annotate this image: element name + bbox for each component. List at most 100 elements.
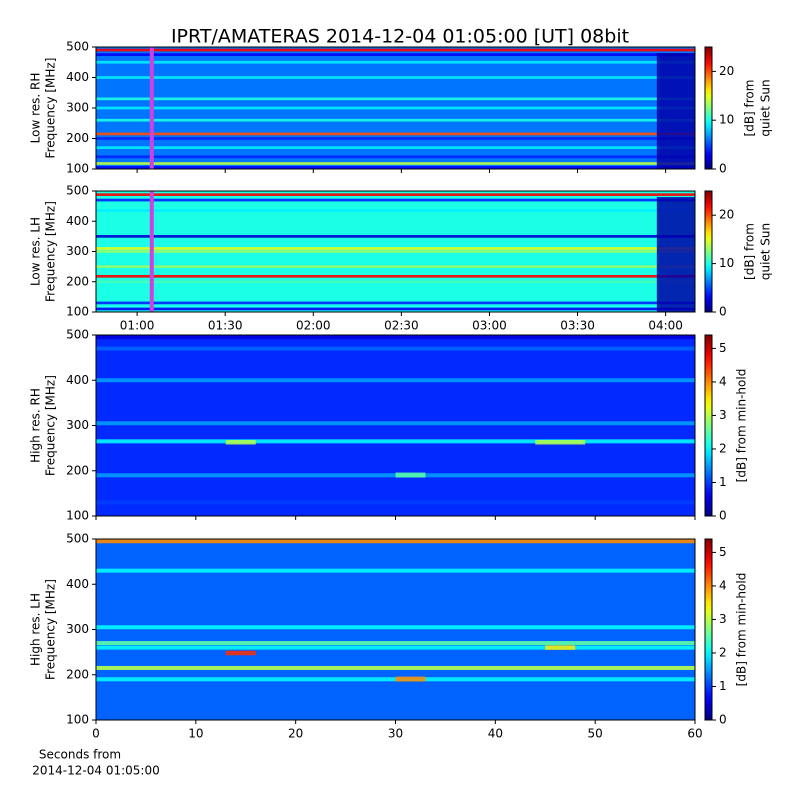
heatmap-band xyxy=(96,97,695,101)
y-axis-label: Low res. RH xyxy=(29,73,43,144)
colorbar-tick-label: 2 xyxy=(719,441,727,455)
heatmap-band xyxy=(96,250,695,253)
heatmap-band xyxy=(96,76,695,79)
heatmap-band xyxy=(96,155,695,159)
heatmap-background xyxy=(96,539,695,720)
colorbar-tick-label: 0 xyxy=(719,509,727,523)
colorbar-label: [dB] from min-hold xyxy=(735,369,749,483)
x-tick-label: 04:00 xyxy=(648,319,683,333)
y-tick-label: 200 xyxy=(66,463,89,477)
y-tick-label: 200 xyxy=(66,131,89,145)
colorbar-tick-label: 0 xyxy=(719,162,727,176)
x-tick-label: 02:00 xyxy=(296,319,331,333)
y-tick-label: 400 xyxy=(66,577,89,591)
heatmap-band xyxy=(96,500,695,505)
heatmap-band xyxy=(96,665,695,670)
heatmap-band xyxy=(96,421,695,426)
figure-title: IPRT/AMATERAS 2014-12-04 01:05:00 [UT] 0… xyxy=(171,26,629,48)
x-tick-label: 20 xyxy=(288,727,303,741)
colorbar-tick-label: 2 xyxy=(719,645,727,659)
heatmap-band xyxy=(96,274,695,278)
y-tick-label: 100 xyxy=(66,162,89,176)
y-tick-label: 500 xyxy=(66,328,89,342)
colorbar-tick-label: 20 xyxy=(719,208,734,222)
colorbar-label: [dB] from xyxy=(743,223,757,280)
heatmap-band xyxy=(96,193,695,196)
y-tick-label: 300 xyxy=(66,244,89,258)
heatmap-band xyxy=(96,335,695,340)
y-axis-label: Frequency [MHz] xyxy=(44,58,58,159)
y-axis-label: High res. LH xyxy=(29,593,43,666)
heatmap-band xyxy=(96,132,695,136)
y-tick-label: 200 xyxy=(66,274,89,288)
x-axis-label: 2014-12-04 01:05:00 xyxy=(32,764,159,778)
colorbar-tick-label: 0 xyxy=(719,305,727,319)
panel: 100 200 300 400 500 High res. RH Frequency [MH… xyxy=(29,328,749,523)
heatmap-band xyxy=(96,378,695,383)
heatmap-patch xyxy=(656,197,695,312)
y-axis-label: High res. RH xyxy=(29,388,43,463)
colorbar-tick-label: 20 xyxy=(719,64,734,78)
y-tick-label: 400 xyxy=(66,373,89,387)
heatmap-band xyxy=(96,60,695,64)
x-tick-label: 60 xyxy=(687,727,702,741)
heatmap-background xyxy=(96,335,695,516)
heatmap-band xyxy=(96,209,695,213)
colorbar-tick-label: 4 xyxy=(719,578,727,592)
heatmap-band xyxy=(96,118,695,122)
colorbar-tick-label: 3 xyxy=(719,612,727,626)
heatmap-band xyxy=(96,307,695,311)
y-tick-label: 100 xyxy=(66,305,89,319)
heatmap-band xyxy=(96,625,695,630)
heatmap-patch xyxy=(395,472,426,478)
y-tick-label: 300 xyxy=(66,418,89,432)
heatmap-band xyxy=(96,301,695,305)
y-tick-label: 100 xyxy=(66,713,89,727)
heatmap-patch xyxy=(225,650,256,656)
y-tick-label: 500 xyxy=(66,40,89,54)
y-axis-label: Frequency [MHz] xyxy=(44,375,58,476)
colorbar-label: quiet Sun xyxy=(759,79,773,136)
x-axis-label: Seconds from xyxy=(39,748,121,762)
heatmap-band xyxy=(96,539,695,544)
heatmap-band xyxy=(96,247,695,250)
x-tick-label: 40 xyxy=(488,727,503,741)
colorbar-tick-label: 1 xyxy=(719,475,727,489)
x-tick-label: 03:30 xyxy=(560,319,595,333)
heatmap-patch xyxy=(225,439,256,445)
heatmap-band xyxy=(96,568,695,573)
time-marker xyxy=(149,191,154,312)
heatmap-patch xyxy=(535,439,586,445)
heatmap-patch xyxy=(656,53,695,169)
heatmap-band xyxy=(96,166,695,169)
y-axis-label: Low res. LH xyxy=(29,217,43,286)
colorbar-tick-label: 10 xyxy=(719,256,734,270)
heatmap-band xyxy=(96,439,695,444)
x-tick-label: 50 xyxy=(588,727,603,741)
heatmap-band xyxy=(96,162,695,165)
heatmap-band xyxy=(96,346,695,351)
heatmap-band xyxy=(96,265,695,268)
y-tick-label: 300 xyxy=(66,622,89,636)
heatmap-band xyxy=(96,645,695,650)
x-tick-label: 10 xyxy=(188,727,203,741)
heatmap-patch xyxy=(395,676,426,682)
colorbar-label: [dB] from xyxy=(743,80,757,137)
heatmap-patch xyxy=(545,645,576,650)
heatmap-band xyxy=(96,198,695,202)
colorbar-tick-label: 1 xyxy=(719,679,727,693)
heatmap-band xyxy=(96,48,695,52)
colorbar-label: quiet Sun xyxy=(759,223,773,280)
x-tick-label: 01:00 xyxy=(120,319,155,333)
y-axis-label: Frequency [MHz] xyxy=(44,201,58,302)
y-tick-label: 100 xyxy=(66,509,89,523)
heatmap-band xyxy=(96,53,695,56)
colorbar-tick-label: 5 xyxy=(719,341,727,355)
heatmap-band xyxy=(96,106,695,110)
heatmap-band xyxy=(96,235,695,238)
heatmap-band xyxy=(96,641,695,646)
y-tick-label: 200 xyxy=(66,667,89,681)
